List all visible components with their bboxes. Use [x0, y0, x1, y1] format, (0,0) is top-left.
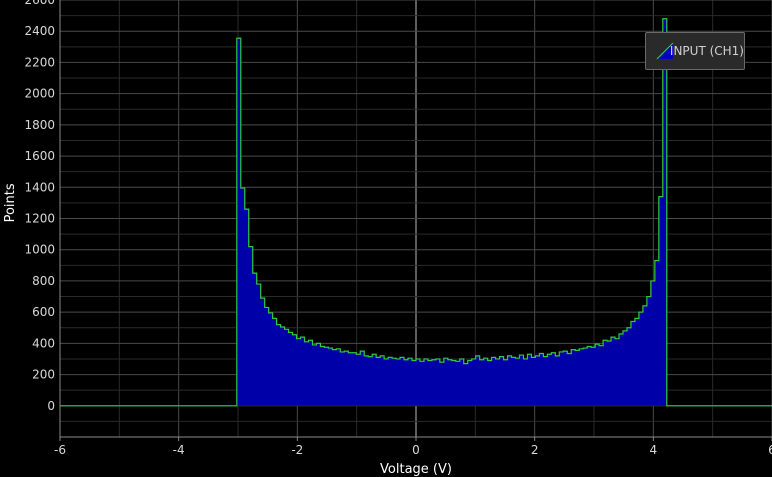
legend[interactable]: INPUT (CH1) — [645, 32, 745, 70]
series-fill — [236, 18, 667, 406]
y-tick-label: 800 — [32, 274, 55, 288]
axis-ticks: -6 -4 -2 0 2 4 6 0 200 400 600 800 1000 1200 1400 1600 1… — [24, 0, 772, 457]
y-tick-label: 200 — [32, 368, 55, 382]
y-tick-label: 1600 — [24, 149, 55, 163]
x-tick-label: -2 — [291, 443, 303, 457]
y-tick-label: 1400 — [24, 180, 55, 194]
y-tick-label: 400 — [32, 336, 55, 350]
x-tick-label: 6 — [768, 443, 772, 457]
y-tick-label: 1000 — [24, 243, 55, 257]
x-tick-label: -6 — [54, 443, 66, 457]
y-tick-label: 2200 — [24, 55, 55, 69]
y-axis-label: Points — [3, 183, 18, 222]
x-tick-label: 4 — [650, 443, 658, 457]
series-line — [60, 18, 772, 407]
y-tick-label: 2600 — [24, 0, 55, 7]
legend-swatch-icon — [656, 42, 674, 60]
y-tick-label: 2000 — [24, 87, 55, 101]
y-tick-label: 1200 — [24, 212, 55, 226]
y-tick-label: 1800 — [24, 118, 55, 132]
legend-label: INPUT (CH1) — [669, 44, 744, 58]
x-tick-label: 0 — [412, 443, 420, 457]
x-tick-label: 2 — [531, 443, 539, 457]
x-axis-label: Voltage (V) — [380, 462, 452, 477]
y-tick-label: 2400 — [24, 24, 55, 38]
x-tick-label: -4 — [173, 443, 185, 457]
y-tick-label: 600 — [32, 305, 55, 319]
y-tick-label: 0 — [47, 399, 55, 413]
